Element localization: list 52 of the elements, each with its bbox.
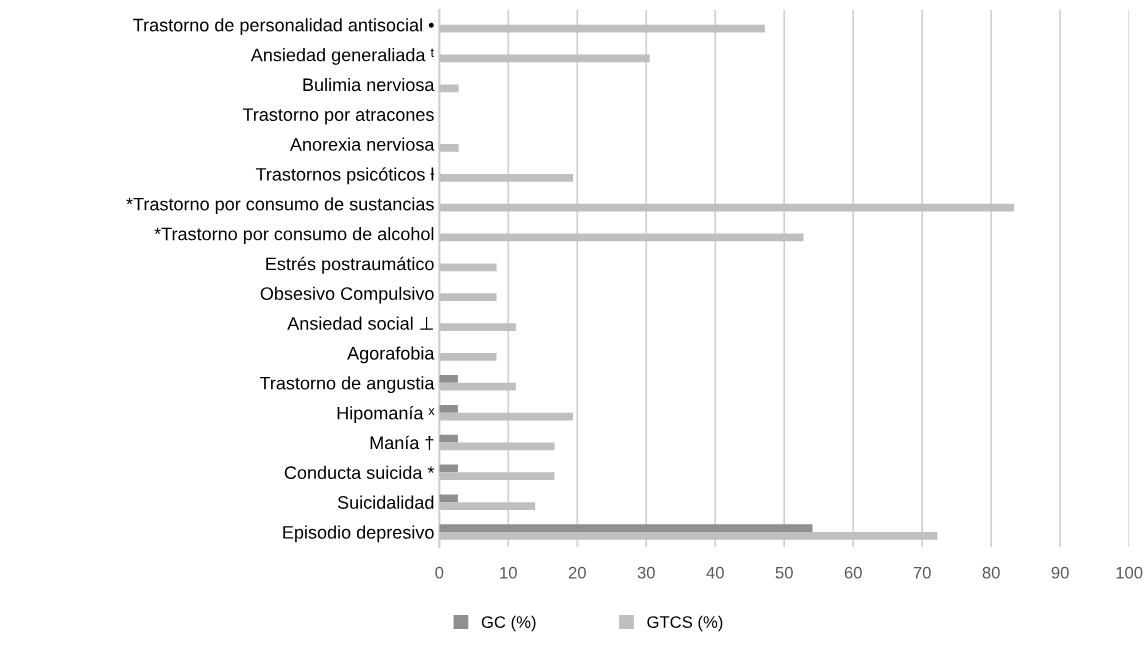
y-tick-label: Hipomanía ˣ <box>337 406 435 424</box>
x-tick-label: 70 <box>913 566 931 579</box>
y-tick-label: Trastorno de personalidad antisocial • <box>133 18 434 36</box>
bar <box>439 524 813 533</box>
bar <box>439 382 516 391</box>
bar <box>439 24 765 33</box>
x-tick-label: 90 <box>1051 566 1069 579</box>
x-tick-label: 20 <box>568 566 586 579</box>
bar <box>439 84 459 93</box>
bar <box>439 203 1014 212</box>
legend-label: GC (%) <box>481 615 536 632</box>
x-tick-label: 30 <box>637 566 655 579</box>
y-tick-label: Manía † <box>370 435 434 451</box>
bar <box>439 323 516 331</box>
bar <box>439 442 555 451</box>
bar <box>439 352 497 361</box>
y-tick-label: Anorexia nerviosa <box>289 137 435 151</box>
x-tick-label: 10 <box>500 566 517 579</box>
x-tick-label: 100 <box>1116 566 1143 579</box>
x-tick-label: 0 <box>435 566 444 579</box>
y-tick-label: *Trastorno por consumo de alcohol <box>154 227 434 244</box>
bar <box>439 494 458 503</box>
bar <box>439 472 555 481</box>
bar <box>439 532 938 540</box>
y-tick-label: Trastornos psicóticos ƚ <box>255 167 435 185</box>
bar <box>439 502 536 510</box>
y-tick-label: Trastorno por atracones <box>242 108 434 125</box>
bar <box>439 412 574 421</box>
y-tick-label: Agorafobia <box>347 346 435 364</box>
x-tick-label: 50 <box>775 566 793 579</box>
x-tick-label: 60 <box>844 566 862 579</box>
y-tick-label: Ansiedad generaliada ᵗ <box>250 48 434 65</box>
x-tick-label: 40 <box>706 566 724 579</box>
y-tick-label: Episodio depresivo <box>283 525 434 543</box>
y-tick-label: Suicidalidad <box>337 495 434 509</box>
bar <box>439 144 459 152</box>
bar <box>439 54 650 63</box>
bar <box>439 173 574 182</box>
bar <box>439 293 497 302</box>
bar <box>439 233 804 242</box>
y-tick-label: Bulimia nerviosa <box>303 77 435 92</box>
y-tick-label: Ansiedad social ⊥ <box>287 316 433 330</box>
bar <box>439 263 497 272</box>
bar <box>439 375 458 383</box>
y-tick-label: *Trastorno por consumo de sustancias <box>126 197 434 215</box>
y-tick-label: Conducta suicida * <box>284 465 435 480</box>
x-tick-label: 80 <box>982 566 1000 579</box>
bar <box>439 404 458 413</box>
y-tick-label: Estrés postraumático <box>266 256 434 274</box>
y-tick-label: Obsesivo Compulsivo <box>260 286 434 304</box>
legend-label: GTCS (%) <box>647 615 723 632</box>
y-tick-label: Trastorno de angustia <box>259 376 435 394</box>
